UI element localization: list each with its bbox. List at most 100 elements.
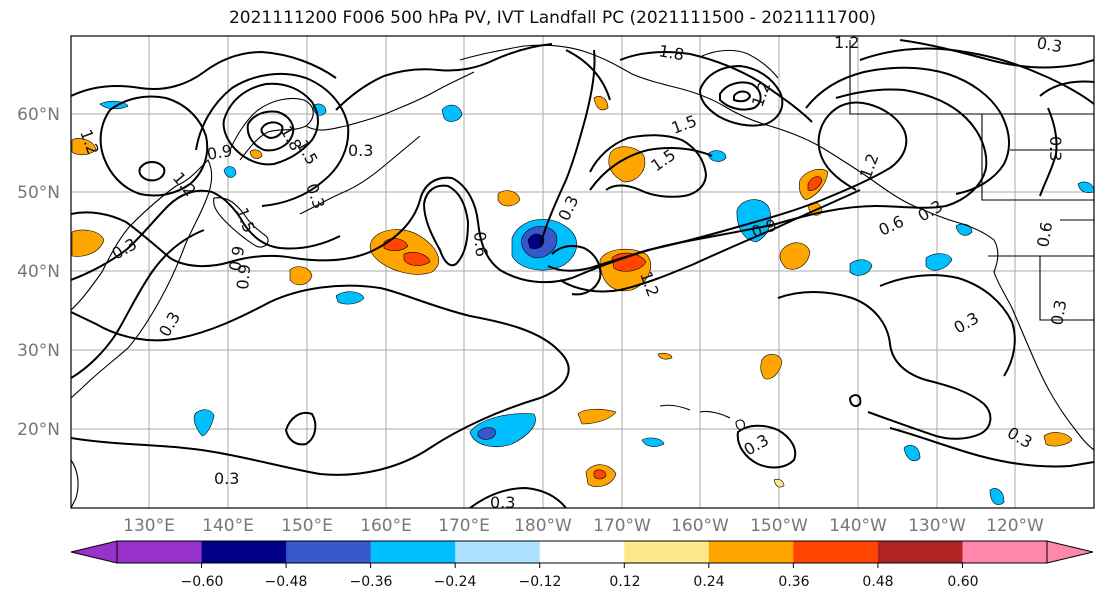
anomaly-patch-positive [403,252,431,266]
contour-label: 0.3 [1047,298,1070,326]
anomaly-patch-positive [773,478,785,488]
lon-label: 120°W [986,516,1044,536]
map-title: 2021111200 F006 500 hPa PV, IVT Landfall… [228,8,876,28]
pv-contour [777,291,992,440]
pv-contour [559,189,861,293]
contour-label: 0.3 [1046,136,1065,161]
pv-contour [698,64,784,127]
pv-contour [565,49,611,101]
contour-label: 0.3 [490,493,515,512]
lat-label: 20°N [17,420,60,440]
longitude-labels: 130°E 140°E 150°E 160°E 170°E 180°W 170°… [123,516,1044,536]
contour-label: 0.6 [1033,220,1056,248]
colorbar-tick-label: 0.12 [609,574,640,590]
colorbar-swatch [201,541,287,563]
colorbar-tick-label: 0.48 [862,574,893,590]
pv-contour [469,486,567,508]
colorbar-tick-label: −0.12 [519,574,562,590]
lon-label: 170°E [438,516,490,536]
lat-label: 60°N [17,105,60,125]
anomaly-patch-positive [497,190,521,207]
pv-contour [222,82,319,166]
pv-contour [551,245,602,296]
colorbar-swatch [624,541,710,563]
pv-contour [260,121,284,140]
anomaly-patch-negative [989,488,1005,505]
pv-contour [1039,80,1094,97]
colorbar-frame [116,540,1048,564]
pv-contour [71,50,337,97]
lon-label: 130°E [123,516,175,536]
latitude-labels: 60°N 50°N 40°N 30°N 20°N [17,105,60,440]
anomaly-patch-negative [223,166,237,178]
colorbar-swatch [286,541,372,563]
anomaly-patch-positive [593,96,609,111]
colorbar-swatch [877,541,963,563]
pv-contour [589,147,713,191]
pv-contour [335,43,553,111]
colorbar-extend-low [70,540,118,564]
contour-label: 0.9 [205,141,233,164]
pv-contour [284,412,317,446]
pv-contour [99,95,209,197]
lon-label: 180°W [514,516,572,536]
pv-contour [736,424,797,469]
anomaly-patch-positive [608,146,646,183]
pv-contour [849,394,862,407]
pv-contour [71,88,988,284]
anomaly-patch-negative [849,259,873,276]
pv-contour [859,47,1094,105]
pv-contour [195,72,350,207]
anomaly-patch-negative [1077,181,1094,194]
contour-label: 0.6 [470,231,491,258]
pv-contour [71,284,570,476]
pv-contour [246,110,295,152]
anomaly-patch-negative [477,427,497,440]
pv-contour [879,274,1016,377]
anomaly-patch-positive [71,138,97,156]
contour-label: 0.9 [225,244,248,272]
pv-contour [539,49,596,247]
colorbar-swatch [117,541,203,563]
pv-anomaly-fills [71,96,1094,505]
anomaly-patch-positive [577,408,617,425]
anomaly-patch-positive [71,229,105,257]
colorbar-swatch [455,541,541,563]
anomaly-patch-negative [641,437,665,447]
lon-label: 160°W [671,516,729,536]
colorbar-tick-label: −0.24 [434,574,477,590]
anomaly-patch-negative [441,104,463,122]
colorbar-tick-label: −0.48 [265,574,308,590]
lon-label: 150°E [281,516,333,536]
lon-label: 130°W [908,516,966,536]
colorbar-swatch [370,541,456,563]
anomaly-patch-positive [779,242,811,270]
colorbar-tick-label: 0.24 [693,574,724,590]
contour-label: 0.3 [348,141,373,160]
lon-label: 150°W [750,516,808,536]
pv-contour [899,39,1094,69]
anomaly-patch-positive [249,149,263,159]
anomaly-patch-negative [903,445,921,461]
anomaly-patch-positive [760,353,783,380]
anomaly-patch-negative [335,291,365,305]
anomaly-patch-positive [593,469,607,480]
anomaly-patch-positive [657,352,673,360]
colorbar-swatch [708,541,794,563]
lon-label: 170°W [593,516,651,536]
lon-label: 160°E [360,516,412,536]
lat-label: 40°N [17,262,60,282]
colorbar-extend-high [1046,540,1094,564]
pv-contour [71,189,341,281]
anomaly-patch-positive [1043,432,1073,447]
lat-label: 30°N [17,341,60,361]
contour-label: 1.8 [657,41,685,64]
contour-label: 1.2 [834,33,859,52]
pv-contour [547,101,908,272]
contour-label: 0.3 [214,469,239,488]
pv-contour [589,134,708,198]
colorbar-tick-labels: −0.60 −0.48 −0.36 −0.24 −0.12 0.12 0.24 … [181,574,979,590]
pv-contours [71,39,1094,508]
pv-contour [71,229,205,379]
